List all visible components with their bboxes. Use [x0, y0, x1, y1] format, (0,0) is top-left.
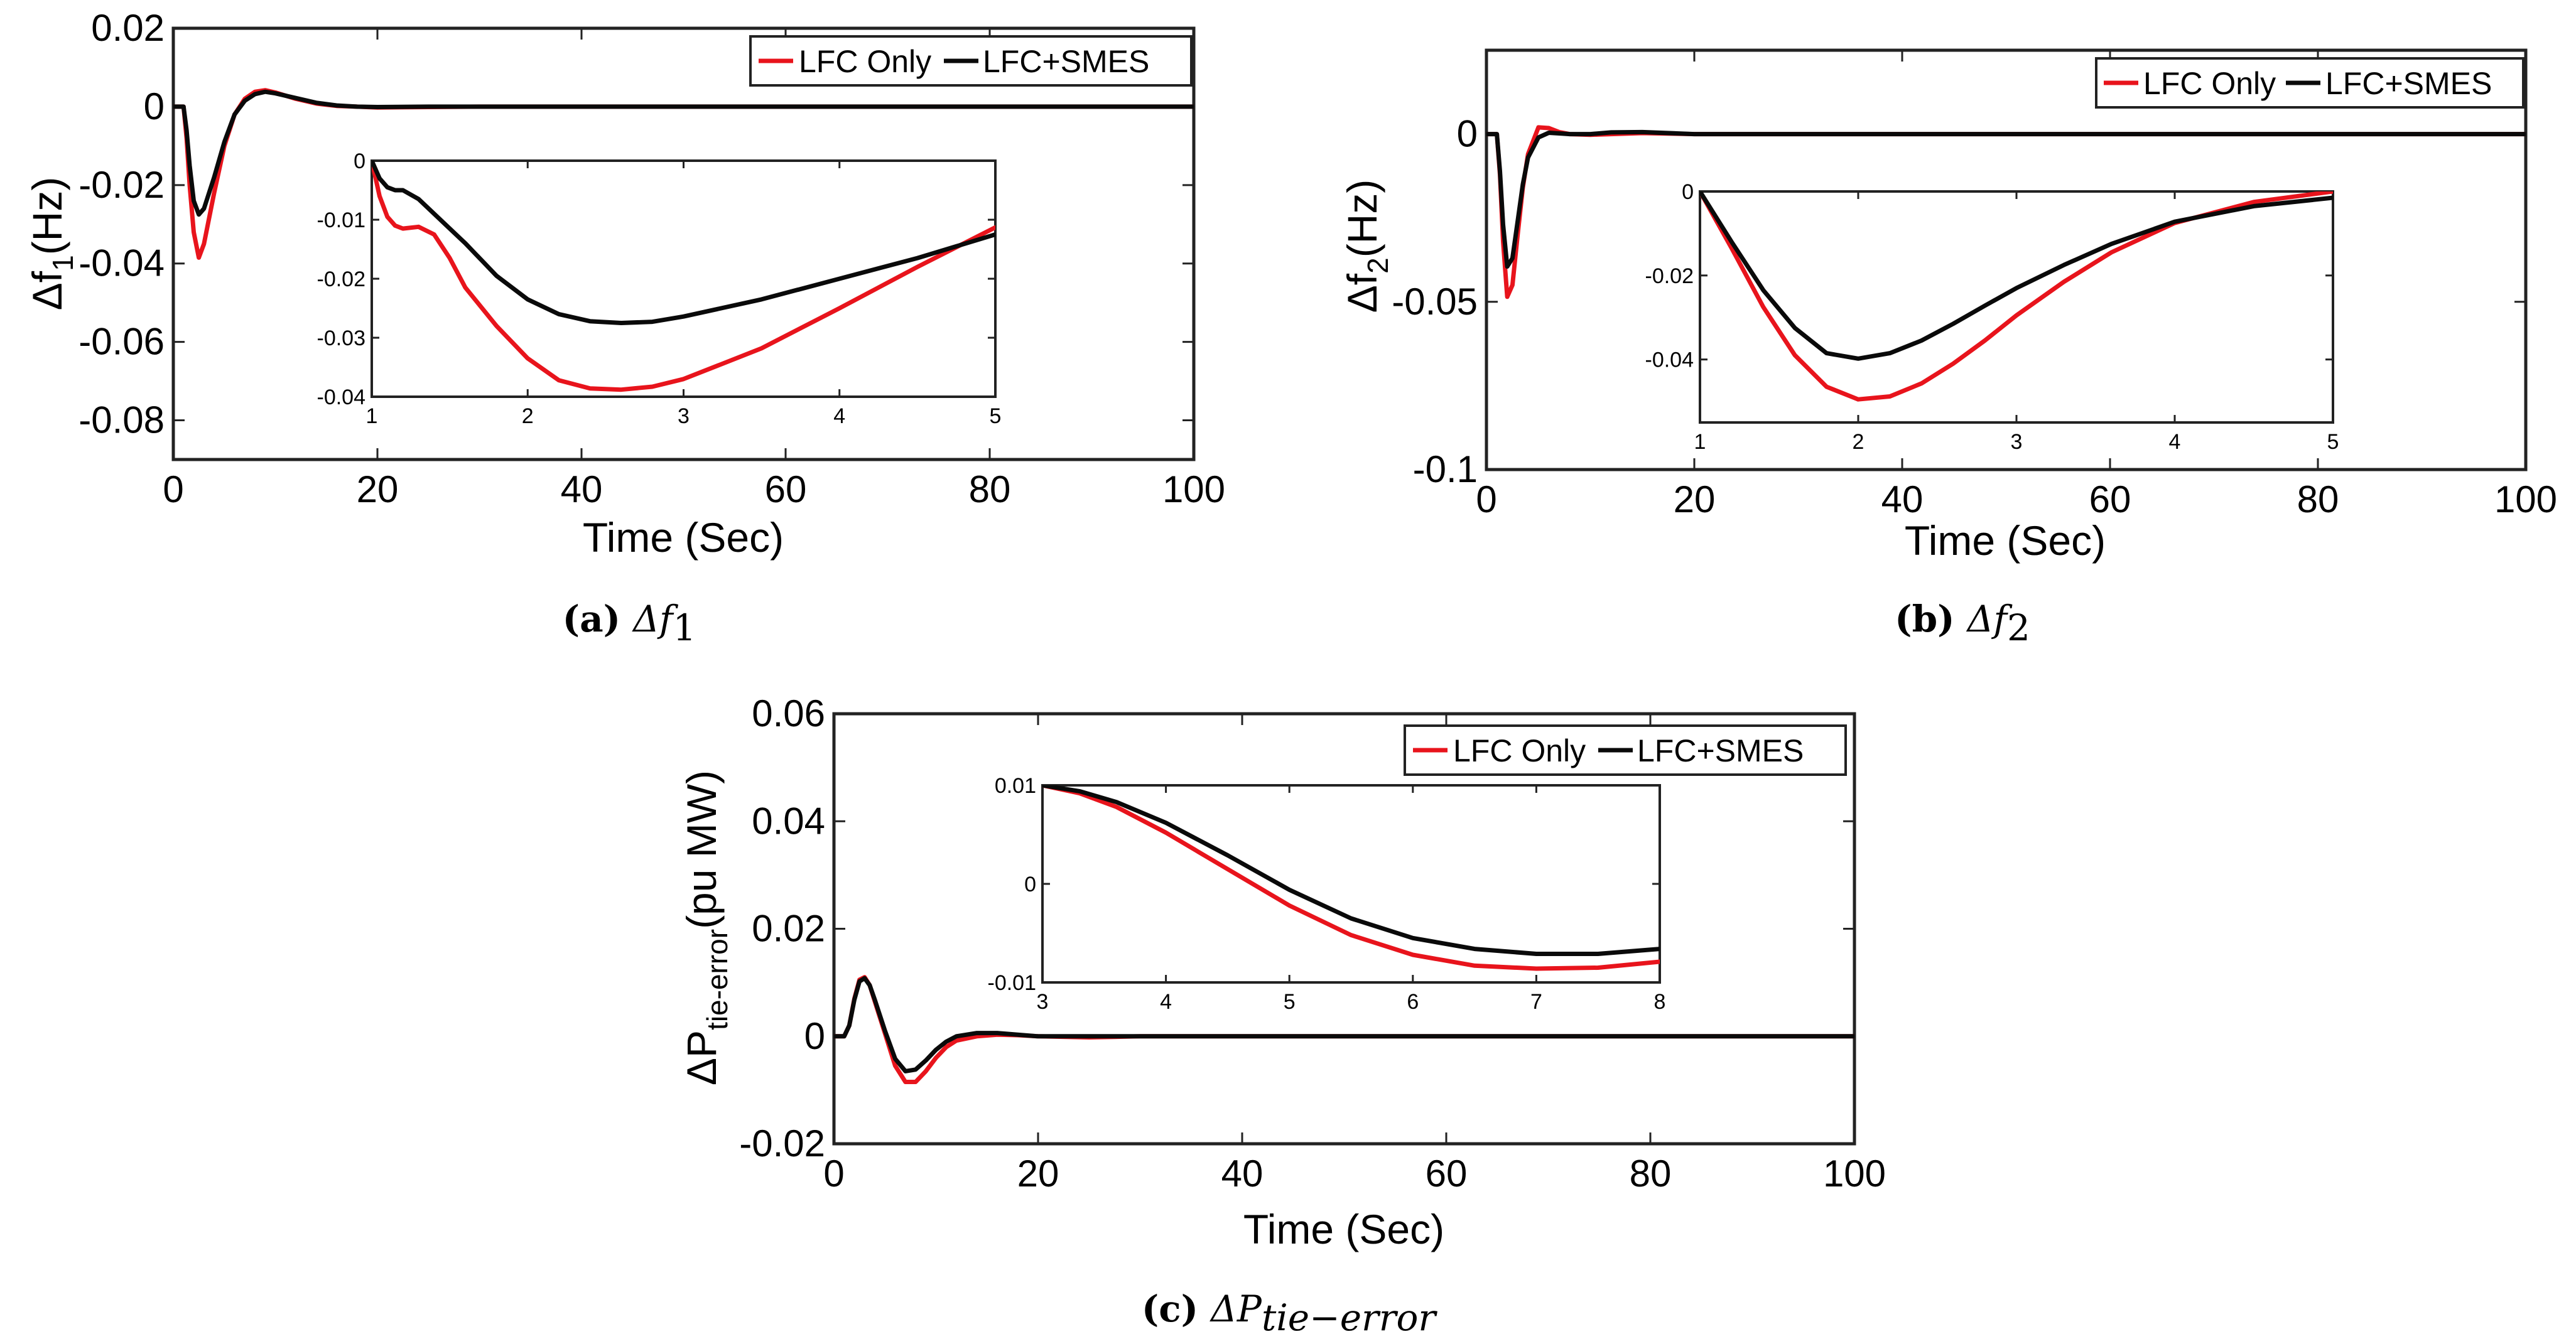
- panel-a-inset-xtick-label: 3: [678, 404, 690, 428]
- panel-c-inset-axes: [1041, 784, 1661, 984]
- panel-c-inset-xtick-label: 7: [1530, 990, 1542, 1014]
- panel-b-inset-xtick-label: 1: [1694, 430, 1706, 454]
- panel-c-inset-xtick-label: 5: [1284, 990, 1296, 1014]
- panel-c-xtick-label: 20: [1017, 1153, 1059, 1195]
- panel-c-ylabel: ΔPtie-error(pu MW): [678, 770, 733, 1085]
- panel-a-xtick-label: 40: [561, 468, 603, 510]
- legend-label-lfc-only: LFC Only: [2143, 66, 2276, 101]
- legend-label-lfc-only: LFC Only: [799, 44, 931, 79]
- panel-c-series-lfc-smes: [834, 976, 1854, 1073]
- panel-c-xtick-label: 60: [1426, 1153, 1468, 1195]
- panel-b-inset-series-lfc-only: [1700, 191, 2333, 402]
- panel-c-ytick-label: 0: [804, 1015, 825, 1057]
- panel-c-ytick-label: 0.04: [752, 800, 825, 842]
- panel-b-xtick-label: 80: [2297, 478, 2339, 520]
- panel-c-inset-series-lfc-smes: [1042, 785, 1660, 956]
- panel-a-inset-xtick-label: 1: [366, 404, 378, 428]
- panel-a-inset-xtick-label: 2: [522, 404, 534, 428]
- panel-b-xtick-label: 0: [1476, 478, 1496, 520]
- panel-a-inset-series-lfc-only: [372, 161, 995, 392]
- panel-c-inset-series-lfc-only: [1042, 785, 1660, 971]
- panel-b-inset-ytick-label: -0.02: [1645, 264, 1694, 288]
- panel-b-ytick-label: -0.1: [1413, 448, 1478, 490]
- legend-label-lfc-smes: LFC+SMES: [2325, 66, 2492, 101]
- panel-b-ytick-label: 0: [1457, 113, 1478, 155]
- panel-c-legend: LFC Only LFC+SMES: [1404, 724, 1847, 776]
- panel-b-xtick-label: 100: [2494, 478, 2557, 520]
- panel-a-xtick-label: 60: [765, 468, 807, 510]
- panel-a-inset-series-lfc-smes: [372, 161, 995, 325]
- panel-c-xtick-label: 100: [1823, 1153, 1886, 1195]
- panel-a-axes: [171, 26, 1196, 461]
- panel-c-inset-ytick-label: 0.01: [995, 774, 1036, 798]
- panel-b-inset-series-lfc-smes: [1700, 191, 2333, 361]
- panel-a-inset-xtick-label: 5: [990, 404, 1002, 428]
- panel-a-ytick-label: 0.02: [91, 7, 165, 49]
- panel-a-ylabel: Δf1(Hz): [24, 177, 79, 311]
- panel-b: 0 20 40 60 80 100-0.1-0.050 1 2 3 4 5-0.04-0.020 …: [1339, 48, 2557, 649]
- panel-b-ytick-label: -0.05: [1392, 281, 1478, 323]
- panel-b-ylabel: Δf2(Hz): [1339, 180, 1394, 313]
- panel-c-xlabel: Time (Sec): [1243, 1206, 1444, 1252]
- panel-b-caption: (b) Δf2: [1895, 598, 2030, 649]
- panel-a-xtick-label: 0: [163, 468, 183, 510]
- panel-c-xtick-label: 0: [823, 1153, 844, 1195]
- panel-c-ytick-label: -0.02: [739, 1122, 825, 1164]
- panel-a-inset-ytick-label: 0: [354, 149, 365, 173]
- panel-a-ytick-label: -0.02: [78, 164, 165, 206]
- panel-b-inset-ytick-label: 0: [1682, 180, 1694, 204]
- panel-a-caption: (a) Δf1: [563, 598, 696, 649]
- panel-a-inset-xtick-label: 4: [833, 404, 845, 428]
- panel-c-ytick-label: 0.02: [752, 908, 825, 950]
- panel-b-legend: LFC Only LFC+SMES: [2095, 57, 2525, 109]
- panel-b-xtick-label: 40: [1881, 478, 1924, 520]
- panel-b-inset-axes: [1699, 190, 2334, 424]
- panel-c-inset-xtick-label: 4: [1160, 990, 1172, 1014]
- panel-b-inset-ytick-label: -0.04: [1645, 348, 1694, 372]
- panel-b-axes: [1485, 48, 2528, 471]
- panel-b-series-lfc-smes: [1486, 129, 2526, 269]
- panel-c-caption: (c) ΔPtie−error: [1142, 1288, 1438, 1339]
- panel-c-inset-ytick-label: 0: [1024, 873, 1036, 896]
- panel-b-inset-xtick-label: 5: [2327, 430, 2339, 454]
- panel-b-inset-xtick-label: 2: [1853, 430, 1864, 454]
- panel-a-xtick-label: 80: [969, 468, 1011, 510]
- legend-label-lfc-only: LFC Only: [1453, 733, 1586, 768]
- panel-a-inset-axes: [371, 159, 997, 398]
- panel-a-xtick-label: 20: [357, 468, 399, 510]
- panel-a-ytick-label: -0.08: [78, 399, 165, 441]
- panel-c-inset-ytick-label: -0.01: [988, 971, 1037, 995]
- panel-a-series-lfc-smes: [173, 89, 1194, 217]
- panel-c-inset-xtick-label: 8: [1654, 990, 1666, 1014]
- panel-b-xtick-label: 20: [1674, 478, 1716, 520]
- panel-c-inset-xtick-label: 6: [1407, 990, 1419, 1014]
- panel-a-inset-ytick-label: -0.02: [317, 267, 366, 291]
- panel-c-xtick-label: 40: [1221, 1153, 1264, 1195]
- panel-a-xtick-label: 100: [1162, 468, 1225, 510]
- panel-b-xlabel: Time (Sec): [1905, 517, 2106, 564]
- panel-b-inset-xtick-label: 4: [2169, 430, 2181, 454]
- legend-label-lfc-smes: LFC+SMES: [1637, 733, 1804, 768]
- panel-a-ytick-label: 0: [144, 85, 165, 127]
- panel-a-ytick-label: -0.04: [78, 242, 165, 284]
- panel-c-inset-xtick-label: 3: [1037, 990, 1049, 1014]
- panel-c-ytick-label: 0.06: [752, 692, 825, 734]
- panel-a-inset-ytick-label: -0.01: [317, 208, 366, 232]
- panel-a-xlabel: Time (Sec): [583, 514, 784, 561]
- panel-b-xtick-label: 60: [2089, 478, 2131, 520]
- panel-a-ytick-label: -0.06: [78, 321, 165, 363]
- panel-c-xtick-label: 80: [1630, 1153, 1672, 1195]
- panel-a-inset-ytick-label: -0.04: [317, 385, 366, 409]
- panel-a-inset-ytick-label: -0.03: [317, 326, 366, 350]
- panel-a-legend: LFC Only LFC+SMES: [749, 35, 1193, 87]
- panel-b-inset-xtick-label: 3: [2011, 430, 2023, 454]
- legend-label-lfc-smes: LFC+SMES: [983, 44, 1149, 79]
